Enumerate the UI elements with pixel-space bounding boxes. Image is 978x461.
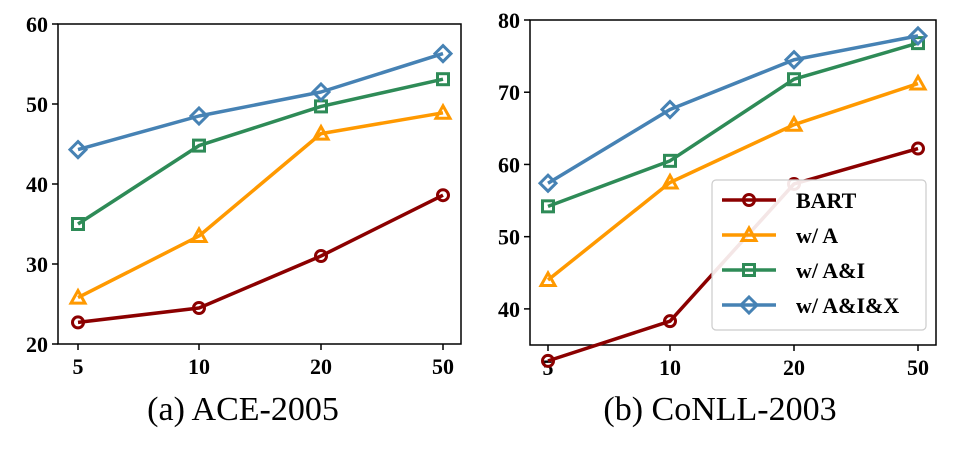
data-point-bart [314, 249, 328, 263]
series-line-w-a-i [547, 41, 919, 208]
y-tick-label: 40 [498, 297, 520, 322]
data-point-w-a-i-x [537, 173, 559, 194]
data-point-w-a-i [436, 72, 450, 87]
y-tick-label: 60 [26, 12, 48, 37]
x-tick-label: 10 [659, 355, 681, 380]
chart-title: (b) CoNLL-2003 [603, 391, 836, 428]
y-tick-label: 50 [498, 225, 520, 250]
data-point-w-a-i-x [67, 139, 89, 160]
series-line-w-a-i [77, 77, 444, 226]
legend-marker-w-a-i-x [738, 294, 760, 316]
data-point-w-a [433, 102, 453, 120]
legend-marker-w-a [739, 224, 759, 242]
y-tick-label: 30 [26, 252, 48, 277]
data-point-w-a [660, 172, 680, 190]
data-point-w-a-i [192, 138, 206, 153]
series-line-w-a [77, 111, 444, 300]
y-tick-label: 50 [26, 92, 48, 117]
legend-label-w-a-i-x: w/ A&I&X [796, 293, 899, 318]
data-point-w-a-i-x [659, 99, 681, 120]
x-tick-label: 20 [310, 354, 332, 379]
legend-label-bart: BART [796, 188, 857, 213]
data-point-w-a-i [787, 72, 801, 87]
y-tick-label: 80 [498, 8, 520, 33]
data-point-bart [71, 315, 85, 330]
series-line-w-a-i-x [77, 51, 444, 152]
x-tick-label: 20 [783, 355, 805, 380]
x-tick-label: 10 [188, 354, 210, 379]
legend: BART w/ A w/ A&I w/ A&I&X [711, 179, 927, 331]
data-point-w-a [784, 114, 804, 132]
y-tick-label: 60 [498, 152, 520, 177]
x-tick-label: 50 [907, 355, 929, 380]
data-point-w-a [189, 225, 209, 243]
data-point-w-a-i [663, 153, 677, 168]
x-tick-label: 5 [73, 354, 84, 379]
data-point-w-a [311, 123, 331, 141]
data-point-bart [663, 314, 677, 329]
legend-marker-w-a-i [742, 263, 756, 277]
x-tick-label: 50 [432, 354, 454, 379]
data-point-w-a [908, 73, 928, 91]
chart-ace-2005: 20 30 40 50 60 5 10 20 50 (a) ACE-2005 [26, 12, 462, 428]
series-line-w-a [546, 81, 919, 282]
y-tick-label: 20 [26, 332, 48, 357]
legend-label-w-a: w/ A [796, 223, 838, 248]
data-point-bart [436, 188, 450, 203]
series-line-bart [77, 193, 444, 325]
data-point-w-a [538, 269, 558, 287]
data-point-w-a-i [541, 199, 555, 214]
data-point-w-a-i-x [310, 81, 332, 103]
y-tick-label: 70 [498, 80, 520, 105]
data-point-w-a-i-x [188, 105, 210, 127]
data-point-bart [541, 353, 555, 368]
data-point-w-a [68, 287, 88, 305]
legend-marker-bart [742, 193, 756, 207]
data-point-w-a-i-x [907, 25, 929, 47]
chart-title: (a) ACE-2005 [147, 391, 339, 428]
series-line-w-a-i-x [547, 34, 919, 185]
data-point-bart [911, 141, 925, 156]
legend-label-w-a-i: w/ A&I [796, 258, 865, 283]
data-point-bart [192, 301, 206, 315]
data-point-w-a-i-x [783, 49, 805, 70]
data-point-w-a-i [71, 217, 85, 231]
plot-frame [529, 19, 937, 346]
legend-frame [711, 179, 927, 331]
y-tick-label: 40 [26, 172, 48, 197]
data-point-w-a-i-x [432, 43, 454, 64]
